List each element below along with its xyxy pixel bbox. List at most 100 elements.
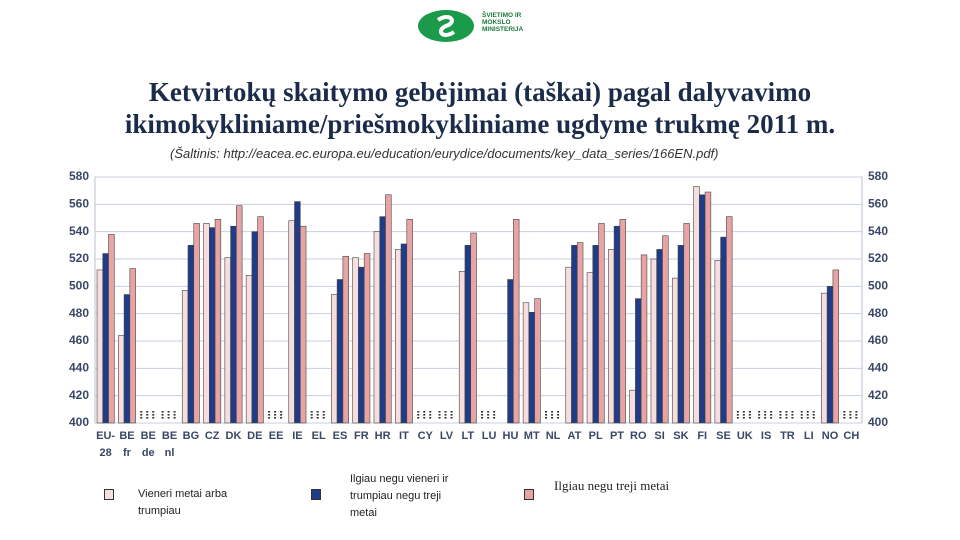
no-data-dot — [557, 414, 560, 416]
no-data-dot — [316, 417, 319, 419]
bar — [640, 254, 648, 424]
x-tick-label: CZ — [204, 430, 220, 442]
no-data-dot — [764, 417, 767, 419]
no-data-dot — [268, 417, 271, 419]
no-data-dot — [785, 414, 788, 416]
bar — [331, 294, 338, 424]
x-tick-label: LV — [439, 430, 454, 442]
no-data-dot — [545, 417, 548, 419]
x-tick-label: EL — [311, 430, 326, 442]
y2-tick-label: 500 — [868, 279, 888, 293]
bar — [251, 231, 258, 424]
bar — [528, 311, 535, 424]
no-data-dot — [322, 417, 325, 419]
no-data-dot — [161, 411, 164, 413]
bar — [619, 219, 626, 424]
x-tick-label: ES — [332, 430, 348, 442]
x-tick-label: CH — [843, 430, 860, 442]
no-data-dot — [779, 411, 782, 413]
no-data-dot — [812, 414, 815, 416]
x-tick-label: BE nl — [161, 430, 178, 459]
no-data-dot — [423, 411, 426, 413]
bar — [214, 219, 222, 424]
y2-tick-label: 460 — [868, 333, 888, 347]
no-data-dot — [310, 417, 313, 419]
x-tick-label: PT — [609, 430, 625, 442]
bar — [571, 245, 578, 424]
no-data-dot — [849, 417, 852, 419]
x-tick-label: SI — [654, 430, 665, 442]
logo-text: ŠVIETIMO IR MOKSLO MINISTERIJA — [482, 12, 524, 33]
bar — [458, 270, 466, 424]
bar — [683, 223, 690, 424]
no-data-dot — [173, 414, 176, 416]
no-data-dot — [849, 414, 852, 416]
no-data-dot — [173, 411, 176, 413]
no-data-dot — [268, 414, 271, 416]
no-data-dot — [758, 414, 761, 416]
no-data-dot — [545, 414, 548, 416]
bar — [108, 234, 115, 424]
bar — [230, 225, 237, 424]
no-data-dot — [280, 411, 283, 413]
no-data-dot — [785, 417, 788, 419]
no-data-dot — [268, 411, 271, 413]
no-data-dot — [493, 411, 496, 413]
no-data-dot — [855, 414, 858, 416]
no-data-dot — [322, 411, 325, 413]
no-data-dot — [310, 411, 313, 413]
no-data-dot — [800, 411, 803, 413]
y2-tick-label: 580 — [868, 169, 888, 183]
x-tick-label: NO — [821, 430, 839, 442]
legend-swatch — [524, 489, 534, 500]
no-data-dot — [736, 414, 739, 416]
bar — [358, 266, 365, 424]
no-data-dot — [493, 417, 496, 419]
bar — [209, 227, 216, 424]
no-data-dot — [764, 411, 767, 413]
no-data-dot — [152, 417, 155, 419]
bar — [464, 245, 472, 424]
no-data-dot — [444, 417, 447, 419]
no-data-dot — [742, 417, 745, 419]
no-data-dot — [481, 417, 484, 419]
no-data-dot — [855, 411, 858, 413]
bar — [288, 220, 295, 424]
no-data-dot — [140, 411, 143, 413]
bar — [245, 275, 253, 424]
no-data-dot — [161, 417, 164, 419]
bar — [693, 186, 700, 424]
no-data-dot — [800, 414, 803, 416]
no-data-dot — [812, 411, 815, 413]
no-data-dot — [806, 414, 809, 416]
x-tick-label: BG — [182, 430, 200, 442]
x-tick-label: DK — [225, 430, 242, 442]
bar — [650, 258, 658, 424]
no-data-dot — [770, 414, 773, 416]
bar — [565, 266, 572, 424]
no-data-dot — [545, 411, 548, 413]
x-tick-label: TR — [780, 430, 795, 442]
no-data-dot — [316, 411, 319, 413]
y2-tick-label: 440 — [868, 361, 888, 375]
no-data-dot — [806, 417, 809, 419]
x-tick-label: PL — [588, 430, 603, 442]
no-data-dot — [146, 411, 149, 413]
no-data-dot — [450, 411, 453, 413]
no-data-dot — [748, 411, 751, 413]
no-data-dot — [785, 411, 788, 413]
no-data-dot — [429, 411, 432, 413]
bar — [832, 269, 839, 424]
no-data-dot — [280, 417, 283, 419]
bar — [704, 191, 712, 424]
no-data-dot — [140, 417, 143, 419]
chart-title: Ketvirtokų skaitymo gebėjimai (taškai) p… — [124, 77, 836, 139]
bar — [406, 219, 413, 424]
x-tick-label: AT — [567, 430, 582, 442]
no-data-dot — [274, 411, 277, 413]
chart-subtitle: (Šaltinis: http://eacea.ec.europa.eu/edu… — [170, 146, 719, 161]
x-tick-label: LU — [481, 430, 497, 442]
no-data-dot — [487, 411, 490, 413]
bar — [373, 231, 381, 424]
x-tick-label: SK — [673, 430, 689, 442]
